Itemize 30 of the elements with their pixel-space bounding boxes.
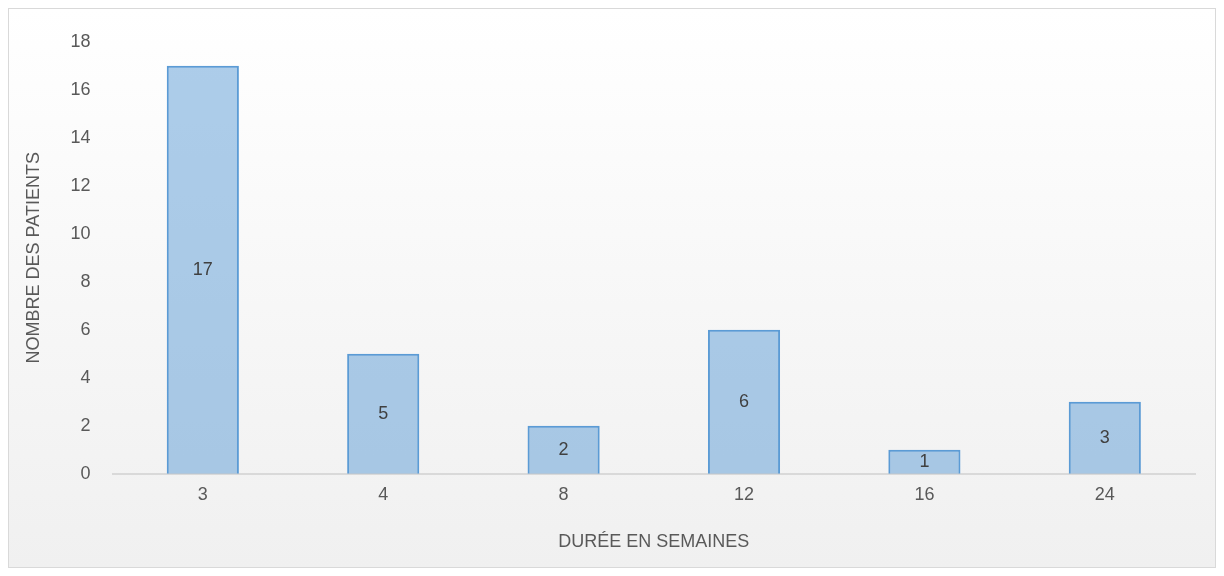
x-axis-title: DURÉE EN SEMAINES bbox=[558, 531, 750, 552]
bar bbox=[166, 65, 239, 474]
bar bbox=[888, 449, 961, 474]
x-tick-label: 24 bbox=[1094, 483, 1115, 504]
y-tick-label: 10 bbox=[70, 222, 91, 243]
data-label: 5 bbox=[378, 402, 389, 423]
bar bbox=[707, 329, 781, 474]
y-tick-label: 16 bbox=[70, 78, 91, 99]
y-axis-title: NOMBRE DES PATIENTS bbox=[22, 152, 43, 364]
y-tick-label: 2 bbox=[80, 414, 91, 435]
bar bbox=[1068, 401, 1141, 474]
x-tick-label: 16 bbox=[914, 483, 935, 504]
y-tick-label: 14 bbox=[70, 126, 91, 147]
y-tick-label: 8 bbox=[80, 270, 91, 291]
y-tick-label: 0 bbox=[80, 462, 91, 483]
data-label: 6 bbox=[739, 390, 750, 411]
data-label: 3 bbox=[1099, 426, 1110, 447]
y-tick-label: 12 bbox=[70, 174, 91, 195]
x-tick-label: 4 bbox=[378, 483, 389, 504]
y-tick-label: 4 bbox=[80, 366, 91, 387]
data-label: 17 bbox=[192, 258, 213, 279]
data-label: 2 bbox=[558, 438, 569, 459]
data-label: 1 bbox=[919, 450, 930, 471]
bar bbox=[527, 425, 600, 474]
y-tick-label: 18 bbox=[70, 30, 91, 51]
bar bbox=[347, 353, 420, 474]
y-tick-label: 6 bbox=[80, 318, 91, 339]
x-tick-label: 12 bbox=[733, 483, 755, 504]
x-tick-label: 8 bbox=[558, 483, 569, 504]
x-tick-label: 3 bbox=[197, 483, 208, 504]
